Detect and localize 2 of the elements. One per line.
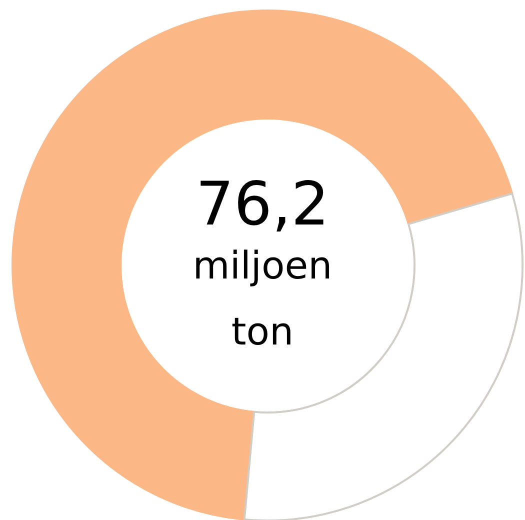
text: miljoen ton [192, 244, 332, 354]
text: 76,2 [196, 170, 330, 240]
